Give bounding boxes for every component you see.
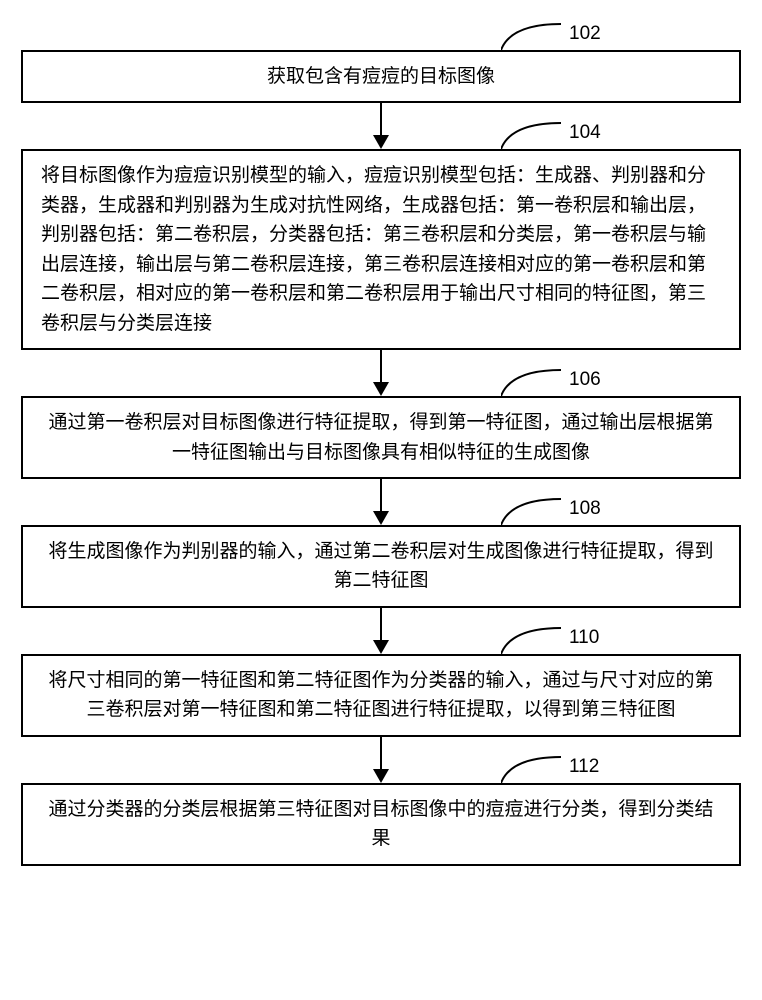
- step-112: 112 通过分类器的分类层根据第三特征图对目标图像中的痘痘进行分类，得到分类结果: [20, 783, 742, 866]
- arrow-108-110: [373, 608, 389, 654]
- box-102: 获取包含有痘痘的目标图像: [21, 50, 741, 103]
- callout-106: [501, 368, 561, 396]
- arrow-106-108: [373, 479, 389, 525]
- callout-112: [501, 755, 561, 783]
- label-106: 106: [569, 370, 601, 389]
- flowchart-container: 102 获取包含有痘痘的目标图像 104 将目标图像作为痘痘识别模型的输入，痘痘…: [20, 20, 742, 866]
- step-104: 104 将目标图像作为痘痘识别模型的输入，痘痘识别模型包括：生成器、判别器和分类…: [20, 149, 742, 350]
- text-104: 将目标图像作为痘痘识别模型的输入，痘痘识别模型包括：生成器、判别器和分类器，生成…: [41, 165, 706, 333]
- callout-108: [501, 497, 561, 525]
- step-108: 108 将生成图像作为判别器的输入，通过第二卷积层对生成图像进行特征提取，得到第…: [20, 525, 742, 608]
- top-spacer: [20, 20, 742, 50]
- label-104: 104: [569, 123, 601, 142]
- text-102: 获取包含有痘痘的目标图像: [267, 66, 495, 87]
- step-110: 110 将尺寸相同的第一特征图和第二特征图作为分类器的输入，通过与尺寸对应的第三…: [20, 654, 742, 737]
- box-106: 通过第一卷积层对目标图像进行特征提取，得到第一特征图，通过输出层根据第一特征图输…: [21, 396, 741, 479]
- step-106: 106 通过第一卷积层对目标图像进行特征提取，得到第一特征图，通过输出层根据第一…: [20, 396, 742, 479]
- box-108: 将生成图像作为判别器的输入，通过第二卷积层对生成图像进行特征提取，得到第二特征图: [21, 525, 741, 608]
- callout-110: [501, 626, 561, 654]
- box-112: 通过分类器的分类层根据第三特征图对目标图像中的痘痘进行分类，得到分类结果: [21, 783, 741, 866]
- step-102: 102 获取包含有痘痘的目标图像: [20, 50, 742, 103]
- box-104: 将目标图像作为痘痘识别模型的输入，痘痘识别模型包括：生成器、判别器和分类器，生成…: [21, 149, 741, 350]
- callout-102: [501, 22, 561, 50]
- text-112: 通过分类器的分类层根据第三特征图对目标图像中的痘痘进行分类，得到分类结果: [48, 799, 713, 849]
- arrow-110-112: [373, 737, 389, 783]
- box-110: 将尺寸相同的第一特征图和第二特征图作为分类器的输入，通过与尺寸对应的第三卷积层对…: [21, 654, 741, 737]
- callout-104: [501, 121, 561, 149]
- text-106: 通过第一卷积层对目标图像进行特征提取，得到第一特征图，通过输出层根据第一特征图输…: [48, 412, 713, 462]
- label-110: 110: [569, 628, 599, 647]
- text-108: 将生成图像作为判别器的输入，通过第二卷积层对生成图像进行特征提取，得到第二特征图: [48, 541, 713, 591]
- label-112: 112: [569, 757, 599, 776]
- label-108: 108: [569, 499, 601, 518]
- arrow-104-106: [373, 350, 389, 396]
- label-102: 102: [569, 24, 601, 43]
- arrow-102-104: [373, 103, 389, 149]
- text-110: 将尺寸相同的第一特征图和第二特征图作为分类器的输入，通过与尺寸对应的第三卷积层对…: [48, 670, 713, 720]
